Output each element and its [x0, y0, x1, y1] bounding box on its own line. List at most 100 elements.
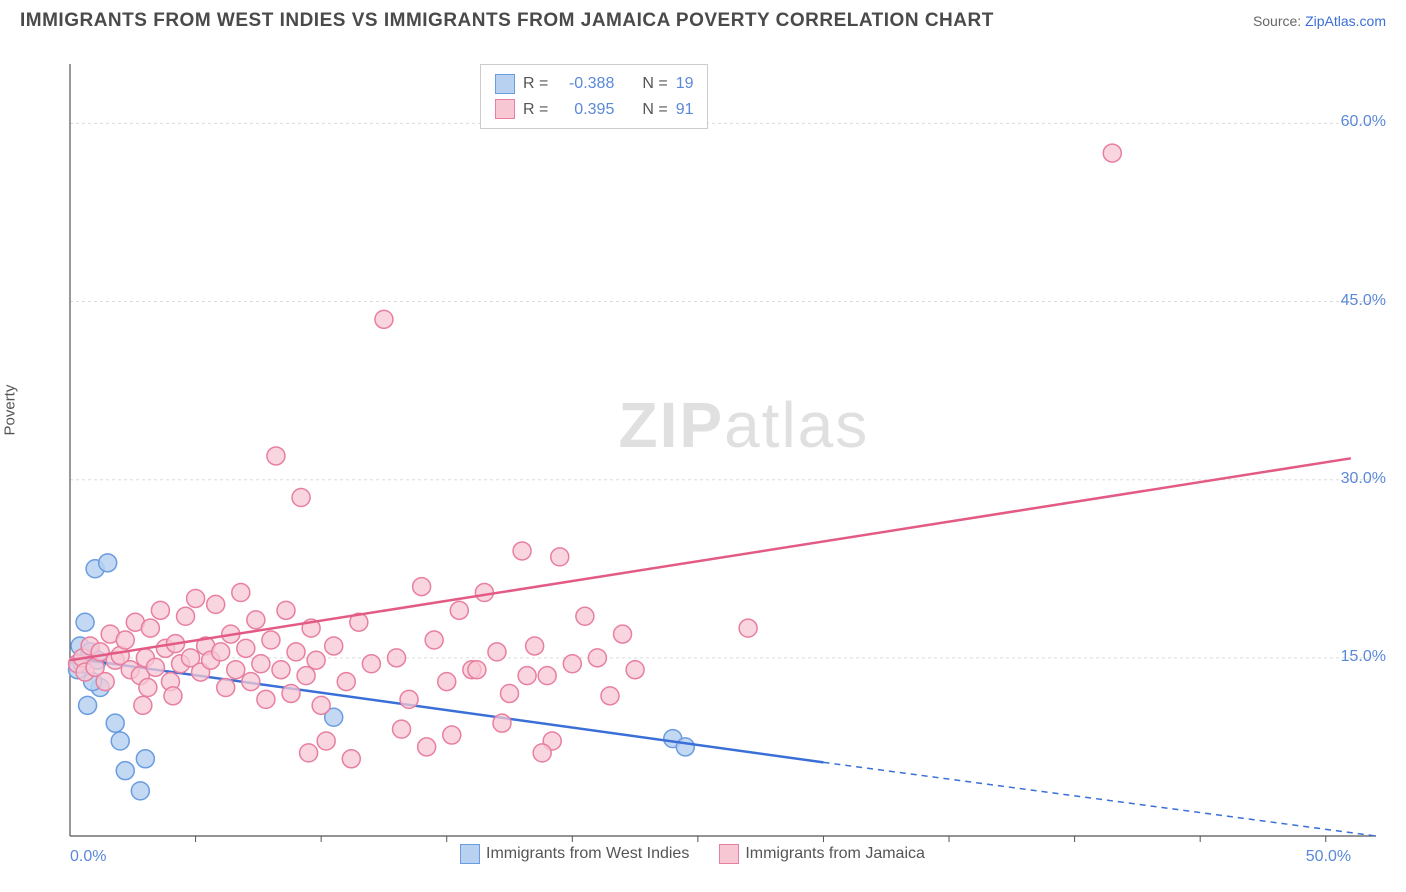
scatter-point [526, 637, 544, 655]
scatter-point [601, 687, 619, 705]
scatter-point [139, 679, 157, 697]
legend-swatch [495, 99, 515, 119]
legend-label: Immigrants from Jamaica [745, 845, 925, 862]
scatter-point [1103, 144, 1121, 162]
y-tick-label: 15.0% [1341, 648, 1386, 666]
scatter-point [96, 673, 114, 691]
correlation-stats-box: R = -0.388 N = 19 R = 0.395 N = 91 [480, 64, 708, 129]
scatter-point [164, 687, 182, 705]
source-attribution: Source: ZipAtlas.com [1253, 13, 1386, 29]
scatter-point [563, 655, 581, 673]
scatter-point [425, 631, 443, 649]
scatter-point [242, 673, 260, 691]
scatter-point [111, 732, 129, 750]
scatter-point [337, 673, 355, 691]
scatter-point [106, 714, 124, 732]
scatter-point [212, 643, 230, 661]
r-value: 0.395 [556, 97, 614, 123]
scatter-point [676, 738, 694, 756]
scatter-point [232, 584, 250, 602]
scatter-point [325, 637, 343, 655]
y-axis-label: Poverty [2, 385, 19, 436]
scatter-point [413, 578, 431, 596]
scatter-point [227, 661, 245, 679]
scatter-point [287, 643, 305, 661]
scatter-point [438, 673, 456, 691]
legend-swatch [460, 844, 480, 864]
scatter-point [551, 548, 569, 566]
scatter-point [576, 607, 594, 625]
scatter-point [739, 619, 757, 637]
source-link[interactable]: ZipAtlas.com [1305, 13, 1386, 29]
r-value: -0.388 [556, 71, 614, 97]
scatter-point [493, 714, 511, 732]
scatter-point [247, 611, 265, 629]
n-label: N = [642, 97, 667, 123]
y-tick-label: 45.0% [1341, 292, 1386, 310]
scatter-point [177, 607, 195, 625]
scatter-point [297, 667, 315, 685]
scatter-point [475, 584, 493, 602]
trend-line-extrapolated [823, 762, 1376, 836]
scatter-point [151, 601, 169, 619]
r-label: R = [523, 97, 548, 123]
scatter-point [272, 661, 290, 679]
chart-title: IMMIGRANTS FROM WEST INDIES VS IMMIGRANT… [20, 10, 994, 32]
plot-svg [20, 42, 1386, 872]
scatter-point [141, 619, 159, 637]
stats-row: R = 0.395 N = 91 [495, 97, 693, 123]
scatter-point [76, 613, 94, 631]
scatter-point [468, 661, 486, 679]
scatter-point [518, 667, 536, 685]
x-tick-label: 0.0% [70, 848, 106, 866]
scatter-point [443, 726, 461, 744]
header-bar: IMMIGRANTS FROM WEST INDIES VS IMMIGRANT… [0, 0, 1406, 32]
legend-swatch [719, 844, 739, 864]
scatter-point [614, 625, 632, 643]
scatter-point [282, 684, 300, 702]
scatter-point [136, 750, 154, 768]
scatter-point [388, 649, 406, 667]
x-tick-label: 50.0% [1306, 848, 1351, 866]
scatter-point [317, 732, 335, 750]
scatter-point [267, 447, 285, 465]
stats-row: R = -0.388 N = 19 [495, 71, 693, 97]
scatter-point [207, 595, 225, 613]
scatter-point [300, 744, 318, 762]
scatter-point [588, 649, 606, 667]
n-value: 91 [676, 97, 694, 123]
trend-line [70, 458, 1351, 660]
scatter-point [262, 631, 280, 649]
scatter-point [488, 643, 506, 661]
r-label: R = [523, 71, 548, 97]
series-legend: Immigrants from West Indies Immigrants fr… [460, 844, 925, 864]
scatter-point [79, 696, 97, 714]
scatter-point [99, 554, 117, 572]
scatter-point [217, 679, 235, 697]
legend-label: Immigrants from West Indies [486, 845, 689, 862]
scatter-point [146, 658, 164, 676]
scatter-point [538, 667, 556, 685]
y-tick-label: 60.0% [1341, 113, 1386, 131]
y-tick-label: 30.0% [1341, 470, 1386, 488]
scatter-point [237, 639, 255, 657]
n-value: 19 [676, 71, 694, 97]
scatter-point [257, 690, 275, 708]
scatter-point [252, 655, 270, 673]
scatter-point [277, 601, 295, 619]
scatter-point [450, 601, 468, 619]
scatter-point [116, 762, 134, 780]
scatter-point [342, 750, 360, 768]
scatter-point [187, 589, 205, 607]
scatter-point [533, 744, 551, 762]
scatter-point [501, 684, 519, 702]
scatter-point [400, 690, 418, 708]
n-label: N = [642, 71, 667, 97]
scatter-point [513, 542, 531, 560]
legend-swatch [495, 74, 515, 94]
scatter-point [292, 489, 310, 507]
scatter-point [134, 696, 152, 714]
scatter-point [116, 631, 134, 649]
legend-item: Immigrants from Jamaica [719, 844, 925, 864]
scatter-chart: Poverty 15.0%30.0%45.0%60.0%0.0%50.0%ZIP… [20, 42, 1386, 872]
